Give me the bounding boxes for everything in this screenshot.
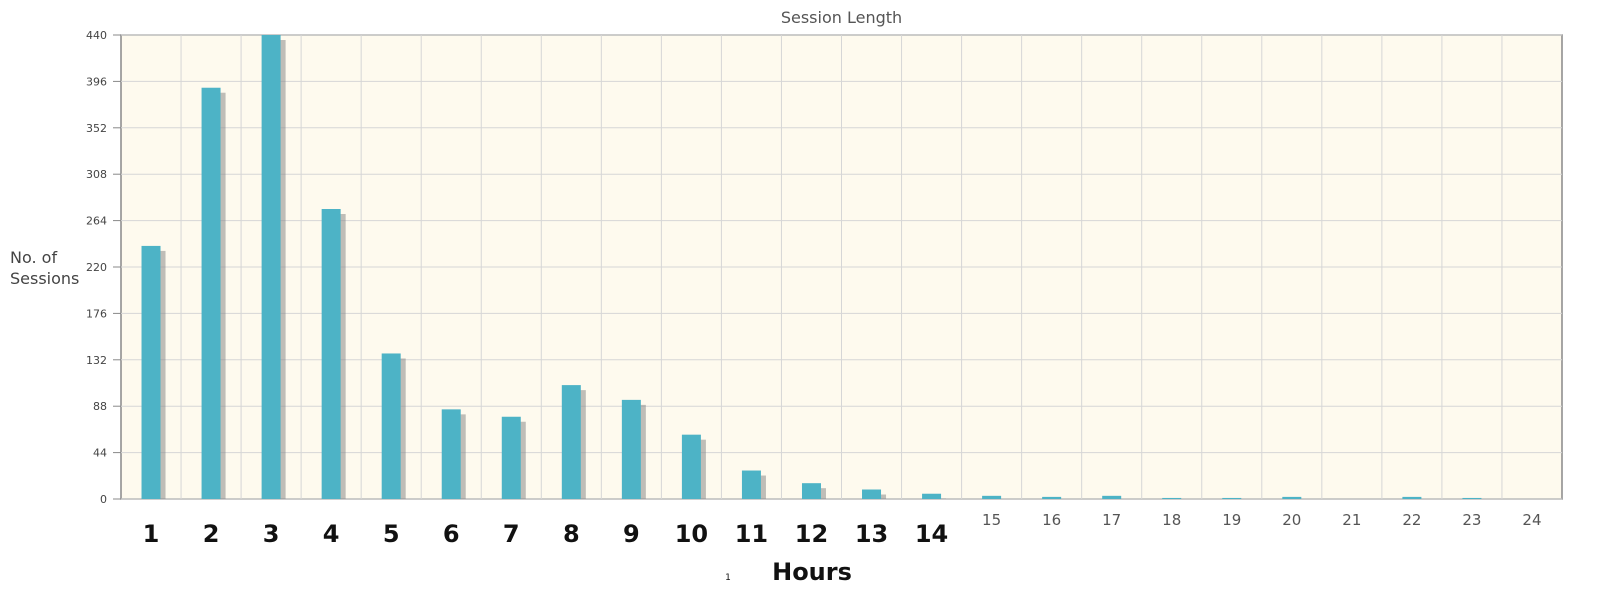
x-axis-ticks: 1 2 3 4 5 6 7 8 9 10 11 12 13 14 15 16 17 18 19 20 21 22 23 24: [143, 511, 1542, 548]
y-tick-label: 0: [100, 493, 107, 506]
bars: [141, 35, 1482, 500]
x-axis-label: Hours: [772, 558, 852, 586]
bar-14: [922, 493, 942, 499]
bar-2: [201, 87, 221, 500]
x-tick-label: 13: [855, 520, 888, 548]
y-tick-label: 396: [86, 75, 107, 88]
bar-23: [1462, 497, 1482, 499]
x-tick-label: 8: [563, 520, 580, 548]
x-tick-label: 11: [735, 520, 768, 548]
bar-18: [1162, 497, 1182, 499]
bar-22: [1402, 496, 1422, 499]
x-tick-label: 21: [1342, 511, 1361, 529]
x-axis-note: 1: [725, 573, 731, 583]
bar-13: [862, 489, 882, 499]
bar-20: [1282, 496, 1302, 499]
x-tick-label: 15: [982, 511, 1001, 529]
y-tick-label: 132: [86, 354, 107, 367]
x-tick-label: 23: [1462, 511, 1481, 529]
bar-10: [681, 434, 701, 499]
y-axis-label-line-2: Sessions: [10, 269, 79, 288]
x-tick-label: 4: [323, 520, 340, 548]
bar-6: [441, 409, 461, 499]
bar-5: [381, 353, 401, 499]
bar-19: [1222, 497, 1242, 499]
gridlines: [121, 34, 1562, 500]
x-tick-label: 1: [143, 520, 160, 548]
x-tick-label: 17: [1102, 511, 1121, 529]
bar-15: [982, 495, 1002, 499]
y-tick-label: 440: [86, 29, 107, 42]
y-tick-label: 88: [93, 400, 107, 413]
bar-4: [321, 209, 341, 499]
y-tick-label: 264: [86, 215, 107, 228]
y-axis-label-line-1: No. of: [10, 248, 57, 267]
chart-title: Session Length: [781, 8, 902, 27]
x-tick-label: 19: [1222, 511, 1241, 529]
y-tick-label: 44: [93, 447, 107, 460]
x-tick-label: 20: [1282, 511, 1301, 529]
bar-12: [801, 483, 821, 499]
x-tick-label: 14: [915, 520, 948, 548]
x-tick-label: 22: [1402, 511, 1421, 529]
y-tick-label: 308: [86, 168, 107, 181]
x-tick-label: 10: [675, 520, 708, 548]
y-tick-label: 176: [86, 307, 107, 320]
bar-11: [741, 470, 761, 499]
x-tick-label: 16: [1042, 511, 1061, 529]
bar-8: [561, 385, 581, 499]
x-tick-label: 24: [1522, 511, 1541, 529]
x-tick-label: 3: [263, 520, 280, 548]
x-tick-label: 7: [503, 520, 520, 548]
bar-16: [1042, 496, 1062, 499]
x-tick-label: 5: [383, 520, 400, 548]
y-tick-label: 352: [86, 122, 107, 135]
bar-7: [501, 416, 521, 499]
bar-9: [621, 399, 641, 499]
bar-1: [141, 245, 161, 499]
y-axis-ticks: 0 44 88 132 176 220 264 308 352 396 440: [86, 29, 121, 506]
y-tick-label: 220: [86, 261, 107, 274]
bar-3: [261, 35, 281, 499]
bar-17: [1102, 495, 1122, 499]
x-tick-label: 18: [1162, 511, 1181, 529]
x-tick-label: 2: [203, 520, 220, 548]
x-tick-label: 12: [795, 520, 828, 548]
x-tick-label: 9: [623, 520, 640, 548]
x-tick-label: 6: [443, 520, 460, 548]
